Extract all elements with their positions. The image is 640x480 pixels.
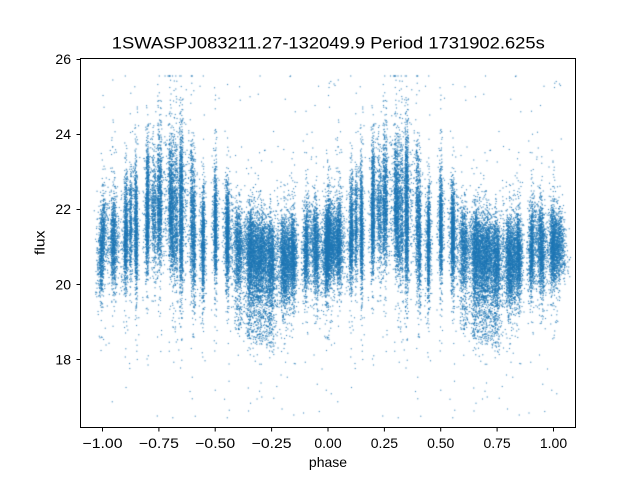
svg-text:1SWASPJ083211.27-132049.9 Peri: 1SWASPJ083211.27-132049.9 Period 1731902… — [112, 34, 545, 53]
svg-text:−0.50: −0.50 — [195, 435, 235, 451]
svg-text:flux: flux — [31, 230, 47, 255]
svg-text:20: 20 — [55, 276, 71, 292]
svg-text:−0.25: −0.25 — [252, 435, 292, 451]
svg-text:−0.75: −0.75 — [139, 435, 179, 451]
svg-text:−1.00: −1.00 — [83, 435, 123, 451]
svg-text:0.50: 0.50 — [427, 435, 454, 451]
svg-text:phase: phase — [309, 454, 347, 470]
svg-text:22: 22 — [55, 201, 71, 217]
svg-text:26: 26 — [55, 51, 71, 67]
svg-text:24: 24 — [55, 126, 71, 142]
svg-text:0.00: 0.00 — [314, 435, 341, 451]
svg-text:0.25: 0.25 — [371, 435, 398, 451]
svg-text:0.75: 0.75 — [483, 435, 510, 451]
svg-text:1.00: 1.00 — [540, 435, 567, 451]
svg-text:18: 18 — [55, 351, 71, 367]
